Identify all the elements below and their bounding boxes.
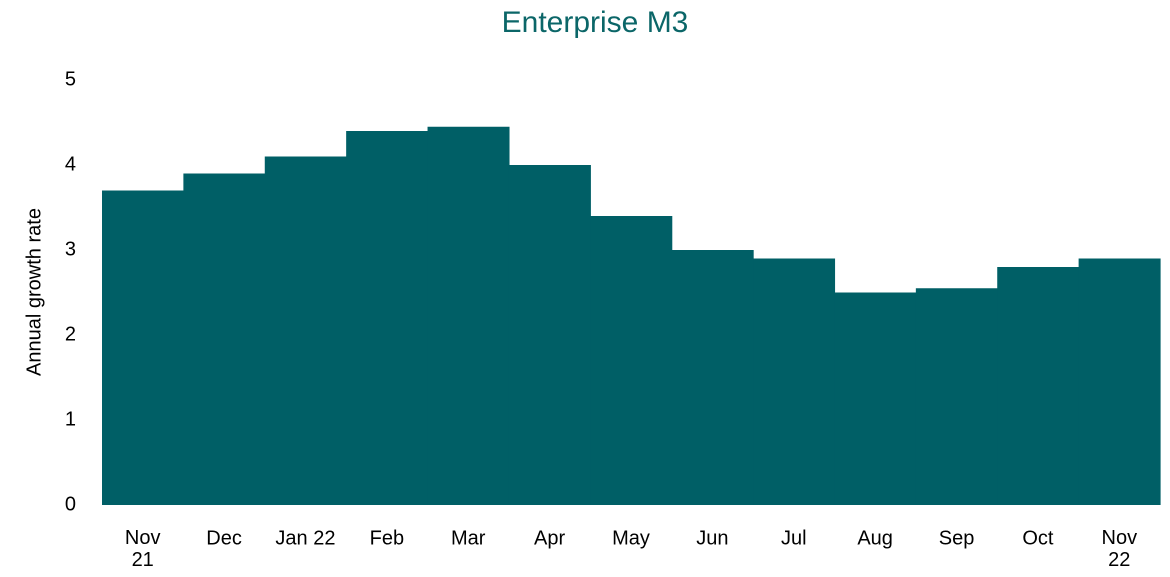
step-area-segment <box>264 156 347 505</box>
y-tick-label: 2 <box>65 323 76 345</box>
y-tick-label: 4 <box>65 153 76 175</box>
step-area-segment <box>915 288 998 505</box>
y-tick-label: 3 <box>65 238 76 260</box>
step-area-segment <box>508 165 591 505</box>
x-tick-label: Dec <box>206 527 242 549</box>
step-area-segment <box>590 216 673 505</box>
x-tick-label: Sep <box>939 527 975 549</box>
x-tick-label: Nov 22 <box>1102 527 1138 571</box>
step-area-segment <box>427 126 510 505</box>
step-area-segment <box>753 258 836 505</box>
step-area-segment <box>1078 258 1161 505</box>
step-area-segment <box>346 131 429 505</box>
x-tick-label: Apr <box>534 527 565 549</box>
x-tick-label: Feb <box>370 527 404 549</box>
step-area-segment <box>834 292 917 505</box>
x-tick-label: Jan 22 <box>275 527 335 549</box>
step-area-segment <box>102 190 184 505</box>
y-tick-label: 0 <box>65 493 76 515</box>
y-tick-label: 1 <box>65 408 76 430</box>
x-tick-label: Mar <box>451 527 486 549</box>
x-tick-label: May <box>612 527 650 549</box>
chart-title: Enterprise M3 <box>502 6 689 39</box>
y-tick-label: 5 <box>65 68 76 90</box>
y-axis-label: Annual growth rate <box>23 208 45 376</box>
x-tick-label: Jul <box>781 527 807 549</box>
step-area-segment <box>997 267 1080 505</box>
x-tick-label: Nov 21 <box>125 527 161 571</box>
x-tick-label: Jun <box>696 527 728 549</box>
x-tick-label: Oct <box>1022 527 1054 549</box>
step-area-segment <box>671 250 754 505</box>
x-tick-label: Aug <box>857 527 893 549</box>
step-area-segment <box>183 173 266 505</box>
